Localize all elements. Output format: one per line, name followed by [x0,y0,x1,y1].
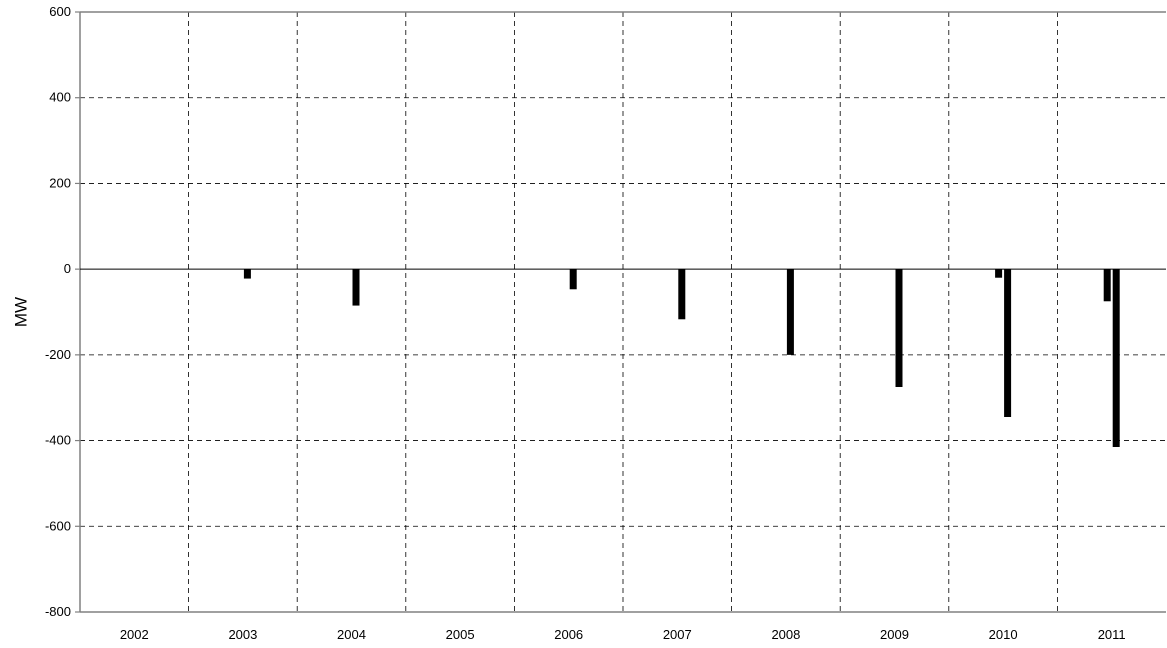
x-tick-label: 2007 [663,627,692,642]
y-tick-label: 0 [64,261,71,276]
bar [1103,269,1111,302]
y-tick-label: 200 [49,175,71,190]
x-tick-label: 2006 [554,627,583,642]
y-tick-label: -600 [45,518,71,533]
bar [243,269,251,279]
bar [569,269,577,290]
bar [1004,269,1012,417]
grid-lines [80,12,1166,612]
bar [1112,269,1120,447]
x-tick-label: 2008 [771,627,800,642]
x-tick-label: 2009 [880,627,909,642]
x-tick-labels: 2002 2003 2004 2005 2006 2007 2008 2009 2010 2011 [120,627,1126,642]
y-tick-label: -800 [45,604,71,619]
x-tick-label: 2010 [989,627,1018,642]
x-tick-label: 2005 [446,627,475,642]
x-tick-label: 2003 [228,627,257,642]
axes [79,11,1166,613]
bar [352,269,360,306]
bars [243,269,1120,447]
x-tick-label: 2004 [337,627,366,642]
x-tick-label: 2011 [1098,627,1126,642]
y-tick-labels: 600 400 200 0 -200 -400 -600 -800 [45,4,80,619]
y-tick-label: -200 [45,347,71,362]
y-axis-label: MW [11,297,30,327]
x-tick-label: 2002 [120,627,149,642]
bar [678,269,686,320]
bar [895,269,903,387]
y-tick-label: 600 [49,4,71,19]
bar [995,269,1003,278]
bar [786,269,794,355]
y-tick-label: -400 [45,433,71,448]
y-tick-label: 400 [49,90,71,105]
